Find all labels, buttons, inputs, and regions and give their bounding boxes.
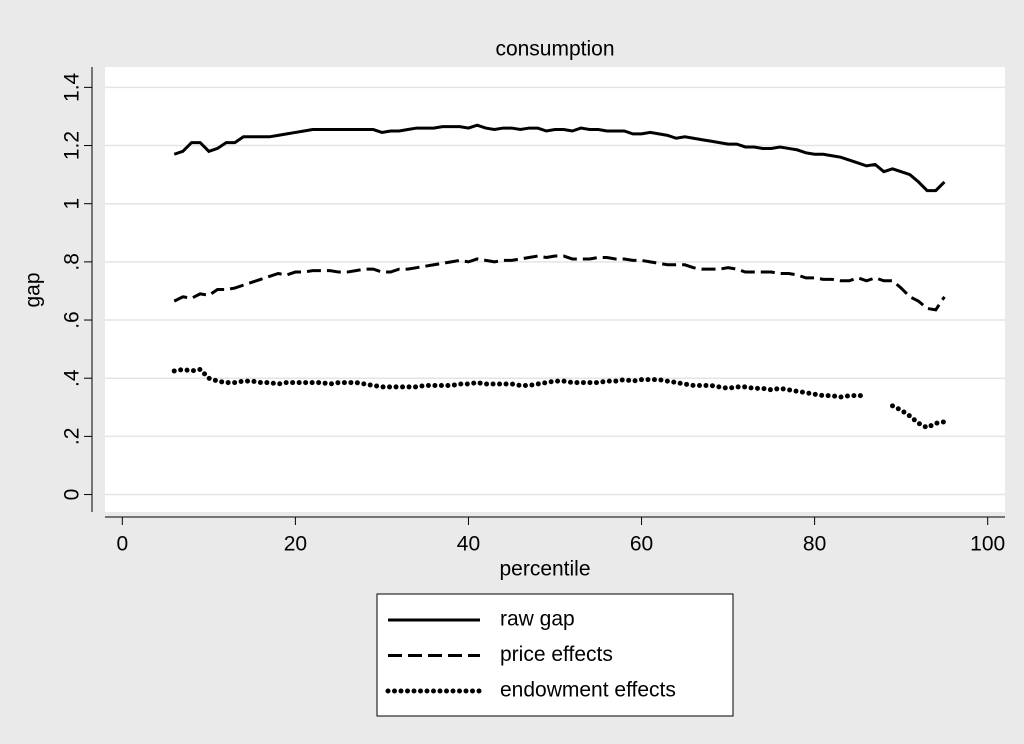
y-tick-label: .6 bbox=[61, 311, 84, 329]
y-tick-label: .4 bbox=[61, 369, 84, 387]
series-line bbox=[173, 123, 946, 193]
y-tick-label: .2 bbox=[61, 428, 84, 446]
legend-label: raw gap bbox=[500, 608, 575, 631]
y-tick-label: 0 bbox=[61, 489, 84, 501]
legend-label: price effects bbox=[500, 643, 613, 666]
x-tick-label: 60 bbox=[630, 533, 653, 556]
series-line bbox=[890, 403, 947, 431]
series-line bbox=[171, 366, 870, 400]
y-tick-label: .8 bbox=[61, 253, 84, 271]
y-tick-label: 1.2 bbox=[61, 131, 84, 160]
plot-area bbox=[105, 67, 1005, 512]
legend-label: endowment effects bbox=[500, 679, 676, 702]
x-tick-label: 20 bbox=[284, 533, 307, 556]
y-tick-label: 1.4 bbox=[61, 72, 84, 102]
x-axis-title: percentile bbox=[499, 558, 590, 581]
chart-title: consumption bbox=[495, 38, 614, 61]
x-tick-label: 40 bbox=[457, 533, 480, 556]
x-tick-label: 0 bbox=[116, 533, 128, 556]
y-tick-label: 1 bbox=[61, 198, 84, 210]
y-axis-title: gap bbox=[22, 272, 45, 307]
x-tick-label: 80 bbox=[803, 533, 826, 556]
x-tick-label: 100 bbox=[970, 533, 1005, 556]
